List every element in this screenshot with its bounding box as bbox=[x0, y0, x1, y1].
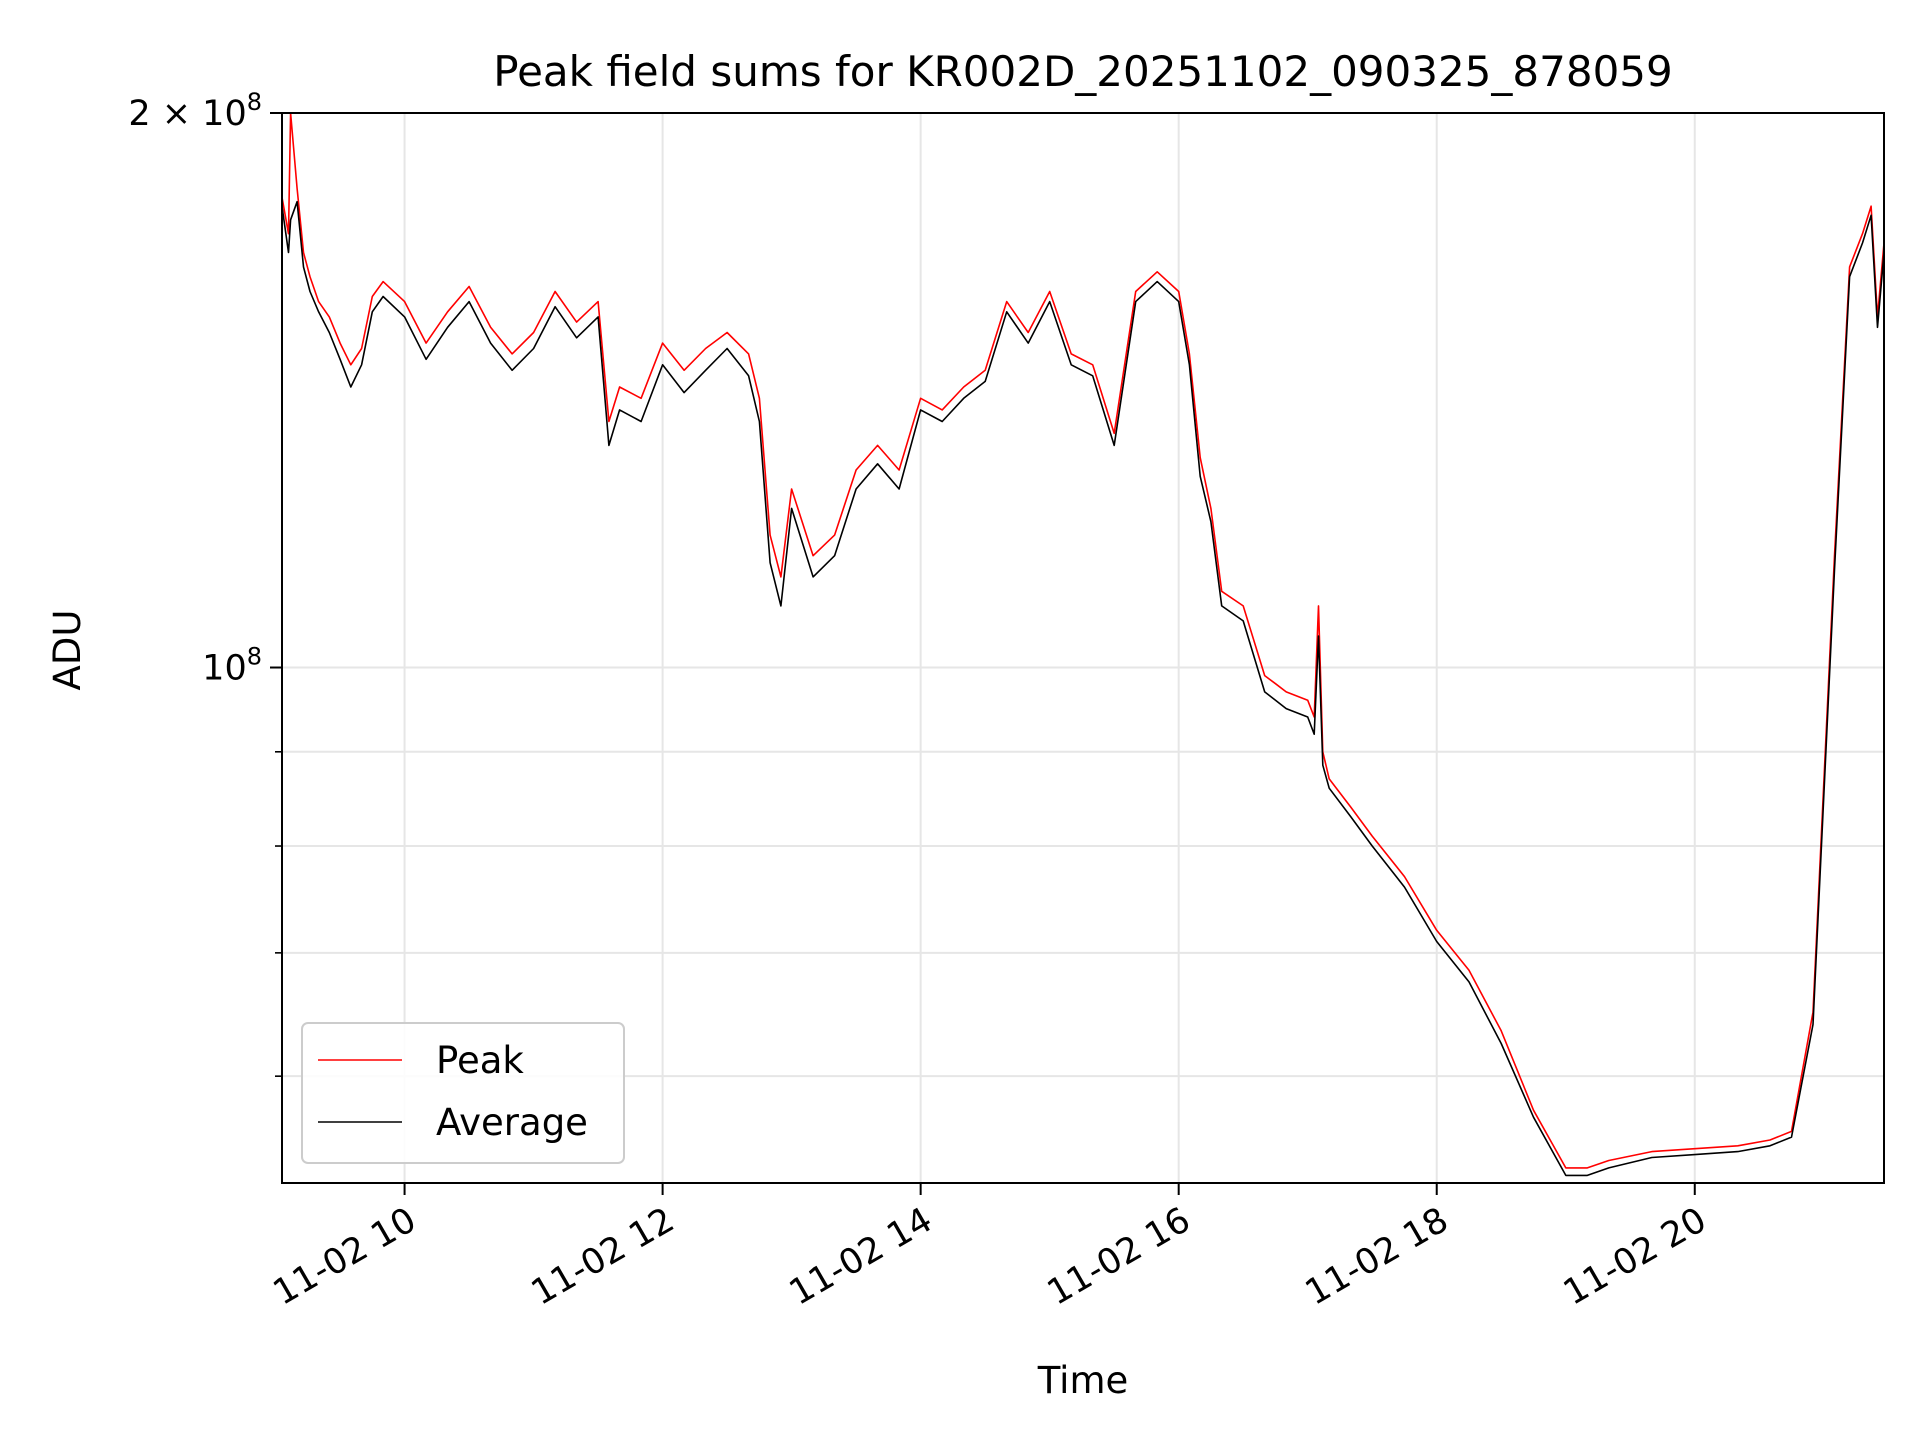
legend-label-average: Average bbox=[436, 1101, 588, 1144]
legend-label-peak: Peak bbox=[436, 1039, 524, 1082]
y-tick-label: 108 bbox=[202, 643, 262, 689]
series-line-average bbox=[282, 200, 1884, 1177]
x-axis-label: Time bbox=[1037, 1359, 1129, 1402]
plot-frame bbox=[281, 112, 1885, 1184]
y-tick-label: 2 × 108 bbox=[128, 88, 262, 134]
plot-series bbox=[282, 113, 1884, 1177]
legend-box bbox=[301, 1022, 625, 1164]
y-axis-ticks: 2 × 108 108 bbox=[128, 88, 282, 1077]
y-axis-label: ADU bbox=[46, 610, 89, 691]
series-line-peak bbox=[282, 113, 1884, 1169]
chart-title: Peak field sums for KR002D_20251102_0903… bbox=[493, 47, 1672, 96]
legend: Peak Average bbox=[301, 1022, 625, 1164]
